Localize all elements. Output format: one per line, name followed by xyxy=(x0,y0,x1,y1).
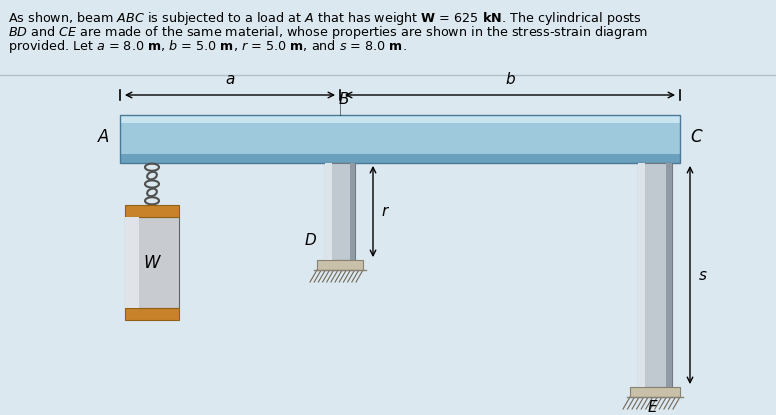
Bar xyxy=(350,163,355,260)
Text: provided. Let $\it{a}$ = 8.0 $\mathbf{m}$, $\it{b}$ = 5.0 $\mathbf{m}$, $\it{r}$: provided. Let $\it{a}$ = 8.0 $\mathbf{m}… xyxy=(8,38,407,55)
Text: As shown, beam $\it{ABC}$ is subjected to a load at $\it{A}$ that has weight $\m: As shown, beam $\it{ABC}$ is subjected t… xyxy=(8,10,642,27)
Text: $A$: $A$ xyxy=(97,128,110,146)
Text: $r$: $r$ xyxy=(381,204,390,219)
Text: $B$: $B$ xyxy=(338,91,350,107)
Bar xyxy=(325,163,331,260)
Text: $E$: $E$ xyxy=(647,399,659,415)
Bar xyxy=(125,205,179,217)
Bar xyxy=(120,123,680,154)
Bar xyxy=(630,387,680,397)
Text: $W$: $W$ xyxy=(143,254,161,271)
Text: $s$: $s$ xyxy=(698,268,708,283)
Bar xyxy=(125,217,138,308)
Bar xyxy=(120,154,680,163)
Text: $b$: $b$ xyxy=(504,71,515,87)
Bar xyxy=(120,115,680,163)
Bar xyxy=(325,163,355,260)
Text: $a$: $a$ xyxy=(225,72,235,87)
Bar xyxy=(120,115,680,123)
Bar xyxy=(125,217,179,308)
Bar xyxy=(638,163,672,387)
Bar xyxy=(125,308,179,320)
Text: $D$: $D$ xyxy=(304,232,317,248)
Text: $\it{BD}$ and $\it{CE}$ are made of the same material, whose properties are show: $\it{BD}$ and $\it{CE}$ are made of the … xyxy=(8,24,648,41)
Bar xyxy=(638,163,646,387)
Bar xyxy=(666,163,672,387)
Bar xyxy=(317,260,363,270)
Text: $C$: $C$ xyxy=(690,128,704,146)
